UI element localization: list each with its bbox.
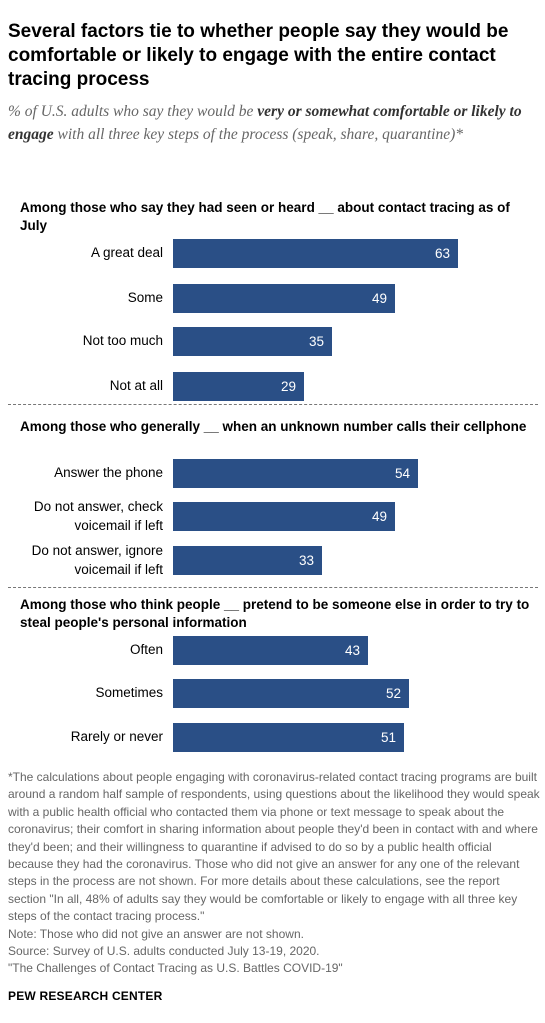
category-label: Answer the phone xyxy=(54,465,163,480)
subtitle-text: % of U.S. adults who say they would be xyxy=(8,103,258,120)
data-label: 51 xyxy=(380,730,396,745)
panel-title: Among those who say they had seen or hea… xyxy=(20,200,510,233)
category-label: Sometimes xyxy=(95,685,163,700)
panel-separator xyxy=(8,587,538,588)
data-label: 52 xyxy=(385,686,401,701)
data-label: 29 xyxy=(280,379,296,394)
panel-title: Among those who generally __ when an unk… xyxy=(20,419,527,434)
subtitle-text-end: with all three key steps of the process … xyxy=(53,126,464,143)
data-label: 35 xyxy=(308,334,324,349)
bar xyxy=(173,636,368,665)
data-label: 54 xyxy=(394,466,410,481)
category-label: Do not answer, check voicemail if left xyxy=(33,499,163,533)
subtitle-emphasis: very or somewhat comfortable or likely t… xyxy=(8,103,522,143)
chart-subtitle: % of U.S. adults who say they would be v… xyxy=(8,100,538,146)
methodology-note: *The calculations about people engaging … xyxy=(8,770,540,924)
bar xyxy=(173,284,395,313)
category-label: A great deal xyxy=(90,245,163,260)
note-text: Note: Those who did not give an answer a… xyxy=(8,926,304,941)
category-label: Rarely or never xyxy=(70,729,163,744)
bar xyxy=(173,723,404,752)
bar xyxy=(173,546,322,575)
category-label: Not too much xyxy=(82,333,163,348)
panel-title: Among those who think people __ pretend … xyxy=(20,597,530,630)
data-label: 63 xyxy=(434,246,450,261)
category-label: Not at all xyxy=(109,378,163,393)
data-label: 43 xyxy=(344,643,360,658)
footnotes: *The calculations about people engaging … xyxy=(8,769,540,978)
category-label: Some xyxy=(127,290,163,305)
panel-separator xyxy=(8,404,538,405)
source-text: Source: Survey of U.S. adults conducted … xyxy=(8,944,320,959)
report-title: "The Challenges of Contact Tracing as U.… xyxy=(8,961,343,976)
data-label: 33 xyxy=(298,553,314,568)
chart-title: Several factors tie to whether people sa… xyxy=(8,21,509,90)
bar xyxy=(173,679,409,708)
bar xyxy=(173,459,418,488)
brand-logo-text: PEW RESEARCH CENTER xyxy=(8,989,163,1003)
data-label: 49 xyxy=(371,509,387,524)
category-label: Often xyxy=(129,642,163,657)
bar xyxy=(173,372,304,401)
data-label: 49 xyxy=(371,291,387,306)
bar xyxy=(173,502,395,531)
bar xyxy=(173,239,458,268)
bar xyxy=(173,327,332,356)
category-label: Do not answer, ignore voicemail if left xyxy=(31,543,163,577)
